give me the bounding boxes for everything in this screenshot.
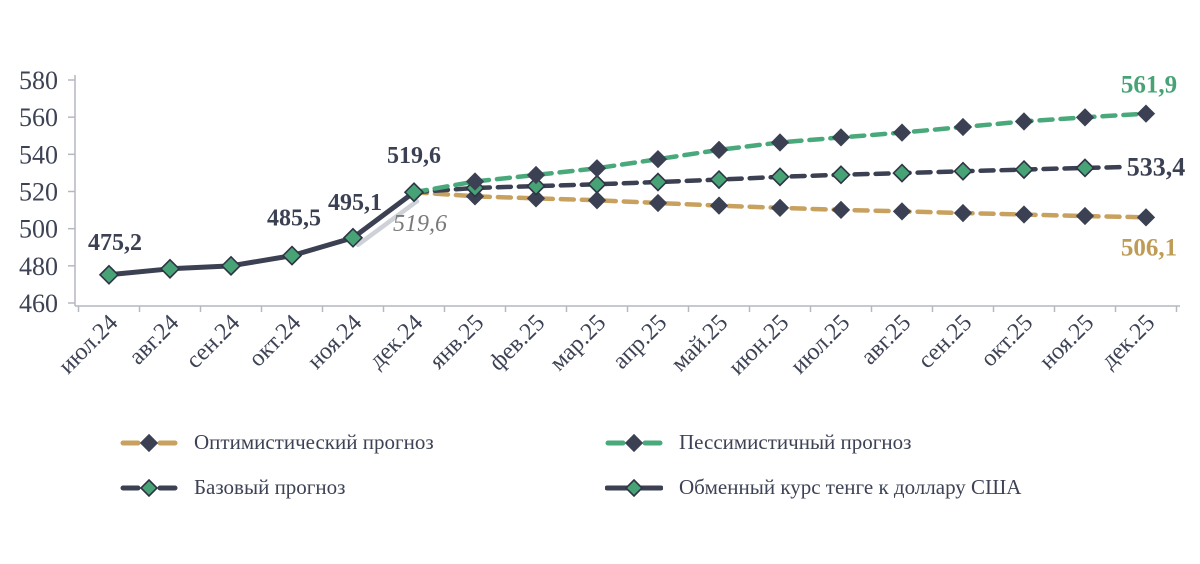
svg-text:580: 580 [19, 66, 58, 95]
chart-legend: Оптимистический прогноз Пессимистичный п… [120, 424, 1021, 506]
legend-item-base: Базовый прогноз [120, 469, 605, 506]
svg-text:495,1: 495,1 [328, 190, 382, 216]
legend-item-optimistic: Оптимистический прогноз [120, 424, 605, 461]
svg-text:сен.24: сен.24 [181, 310, 245, 374]
svg-text:519,6: 519,6 [387, 143, 441, 169]
base-line-swatch-icon [120, 478, 178, 497]
svg-text:июл.24: июл.24 [54, 310, 123, 379]
svg-text:ноя.24: ноя.24 [303, 310, 368, 375]
svg-text:480: 480 [19, 252, 58, 281]
pessimistic-line-swatch-icon [605, 433, 663, 452]
svg-text:янв.25: янв.25 [425, 310, 490, 375]
svg-text:авг.24: авг.24 [124, 310, 184, 370]
legend-label-actual: Обменный курс тенге к доллару США [679, 475, 1022, 499]
svg-text:519,6: 519,6 [393, 211, 447, 237]
legend-label-base: Базовый прогноз [194, 475, 346, 499]
svg-text:560: 560 [19, 103, 58, 132]
svg-text:561,9: 561,9 [1121, 72, 1177, 99]
svg-text:май.25: май.25 [666, 310, 733, 377]
svg-text:окт.25: окт.25 [976, 310, 1038, 372]
svg-text:июн.25: июн.25 [724, 310, 794, 380]
svg-text:540: 540 [19, 140, 58, 169]
svg-text:дек.25: дек.25 [1096, 310, 1160, 374]
svg-text:авг.25: авг.25 [856, 310, 916, 370]
svg-text:533,4: 533,4 [1127, 153, 1186, 182]
optimistic-line-swatch-icon [120, 433, 178, 452]
svg-text:сен.25: сен.25 [913, 310, 977, 374]
svg-text:дек.24: дек.24 [364, 310, 428, 374]
legend-item-actual: Обменный курс тенге к доллару США [605, 469, 1021, 506]
svg-text:520: 520 [19, 178, 58, 207]
svg-text:506,1: 506,1 [1121, 234, 1177, 261]
svg-text:мар.25: мар.25 [545, 310, 611, 376]
svg-text:июл.25: июл.25 [786, 310, 855, 379]
svg-text:500: 500 [19, 215, 58, 244]
svg-text:апр.25: апр.25 [608, 310, 672, 374]
svg-text:460: 460 [19, 289, 58, 318]
legend-label-pessimistic: Пессимистичный прогноз [679, 430, 912, 454]
svg-text:485,5: 485,5 [267, 206, 321, 232]
svg-text:ноя.25: ноя.25 [1035, 310, 1100, 375]
svg-text:475,2: 475,2 [88, 230, 142, 256]
legend-label-optimistic: Оптимистический прогноз [194, 430, 434, 454]
svg-text:фев.25: фев.25 [484, 310, 550, 376]
actual-line-swatch-icon [605, 478, 663, 497]
svg-text:окт.24: окт.24 [244, 310, 306, 372]
legend-item-pessimistic: Пессимистичный прогноз [605, 424, 1021, 461]
